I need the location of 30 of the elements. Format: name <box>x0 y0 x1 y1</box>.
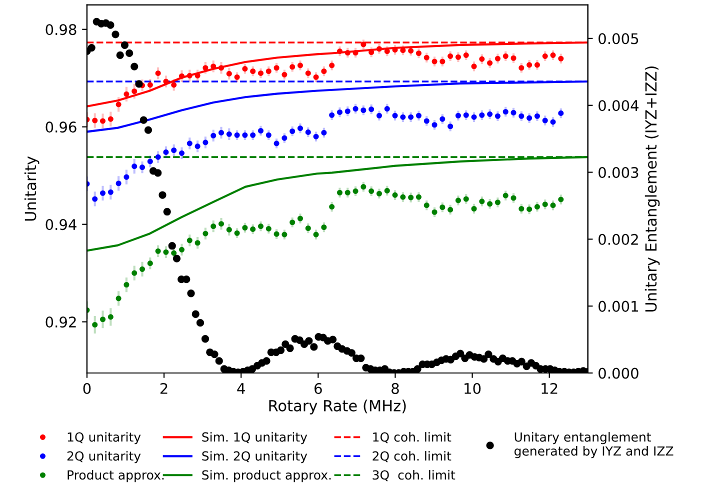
legend-label: 2Q unitarity <box>67 451 141 464</box>
y2-tick-label: 0.000 <box>598 368 638 379</box>
legend-label: 1Q coh. limit <box>373 432 452 444</box>
y-axis-title: Unitarity <box>24 156 40 221</box>
legend-label: Product approx. <box>68 470 164 482</box>
legend-label: Sim. 1Q unitarity <box>202 432 308 444</box>
legend-label: 2Q coh. limit <box>372 451 452 462</box>
legend-label: 1Q unitarity <box>68 432 141 444</box>
x-tick-label: 2 <box>160 382 168 394</box>
y-tick-label: 0.92 <box>46 316 76 328</box>
y-tick-label: 0.98 <box>46 24 76 36</box>
x-tick-label: 10 <box>464 382 481 394</box>
x-tick-label: 0 <box>83 382 91 394</box>
y-tick-label: 0.96 <box>46 122 76 133</box>
x-axis-title: Rotary Rate (MHz) <box>269 400 406 414</box>
x-tick-label: 4 <box>237 383 245 394</box>
legend-label: 3Q coh. limit <box>372 470 456 482</box>
x-tick-label: 8 <box>392 382 399 394</box>
legend-label: Sim. 2Q unitarity <box>202 451 308 464</box>
y2-tick-label: 0.004 <box>598 100 639 112</box>
y2-tick-label: 0.002 <box>598 234 638 245</box>
y2-axis-title: Unitary Entanglement (IYZ+IZZ) <box>644 66 660 312</box>
x-tick-label: 6 <box>314 382 322 394</box>
y-tick-label: 0.94 <box>46 219 76 230</box>
legend-label: Sim. product approx. <box>202 470 331 482</box>
y2-tick-label: 0.001 <box>598 300 638 312</box>
y2-tick-label: 0.005 <box>598 33 638 44</box>
x-tick-label: 12 <box>542 382 558 394</box>
legend-label: Unitary entanglement generated by IYZ and IZZ <box>514 432 674 458</box>
y2-tick-label: 0.003 <box>598 166 638 178</box>
